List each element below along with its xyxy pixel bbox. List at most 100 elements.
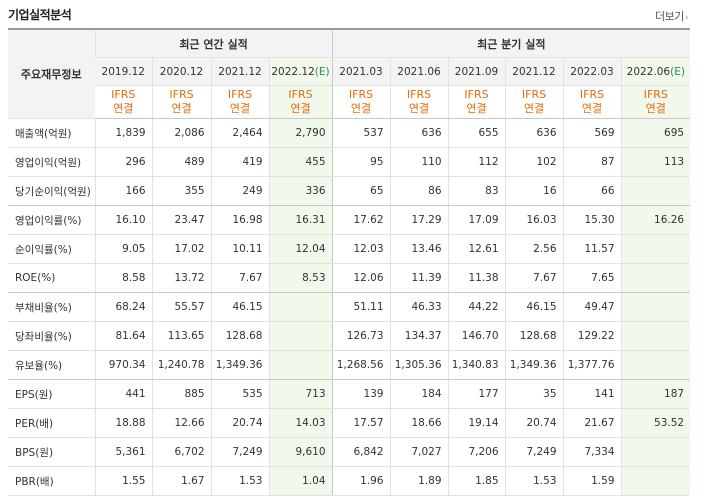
- basis-scope: 연결: [350, 102, 372, 115]
- table-cell: 1.53: [504, 466, 564, 496]
- basis-label: IFRS 연결: [268, 85, 333, 119]
- table-cell: 13.72: [151, 263, 211, 293]
- more-link[interactable]: 더보기›: [655, 8, 689, 24]
- table-cell: 1.89: [389, 466, 449, 496]
- table-cell: 46.15: [210, 292, 269, 322]
- table-cell: 68.24: [94, 292, 152, 322]
- table-cell: 7,249: [210, 437, 269, 467]
- table-cell: 51.11: [331, 292, 391, 322]
- table-cell: 535: [210, 379, 269, 409]
- basis-label: IFRS 연결: [151, 85, 211, 119]
- basis-label: IFRS 연결: [447, 85, 506, 119]
- annual-period-header: 2022.12(E): [268, 57, 333, 86]
- table-cell: 53.52: [620, 408, 691, 438]
- table-cell: 129.22: [562, 321, 622, 351]
- table-cell: 17.29: [389, 205, 449, 235]
- table-cell: 2,790: [268, 118, 333, 148]
- table-cell: 1,377.76: [562, 350, 622, 380]
- table-cell: 355: [151, 176, 211, 206]
- period-label: 2022.03: [570, 65, 614, 78]
- table-cell: 1,349.36: [210, 350, 269, 380]
- table-cell: 128.68: [504, 321, 564, 351]
- table-row: BPS(원) 5,361 6,702 7,249 9,610 6,842 7,027 7,20…: [8, 437, 691, 467]
- table-cell: 1.85: [447, 466, 506, 496]
- table-cell: 1.04: [268, 466, 333, 496]
- basis-standard: IFRS: [521, 88, 547, 101]
- basis-label: IFRS 연결: [620, 85, 691, 119]
- basis-scope: 연결: [408, 102, 430, 115]
- table-cell: 695: [620, 118, 691, 148]
- table-cell: 16: [504, 176, 564, 206]
- financial-summary-table: 주요재무정보 최근 연간 실적 최근 분기 실적 2019.12 2020.12 2…: [8, 28, 691, 496]
- table-cell: 20.74: [504, 408, 564, 438]
- table-cell: 112: [447, 147, 506, 177]
- basis-label: IFRS 연결: [95, 85, 152, 119]
- table-cell: 2,086: [151, 118, 211, 148]
- table-cell: 7.67: [210, 263, 269, 293]
- table-cell: 8.58: [94, 263, 152, 293]
- table-cell: 2,464: [210, 118, 269, 148]
- quarter-group-header: 최근 분기 실적: [331, 28, 691, 58]
- table-cell: 7.65: [562, 263, 622, 293]
- table-cell: 336: [268, 176, 333, 206]
- table-cell: 8.53: [268, 263, 333, 293]
- basis-label: IFRS 연결: [504, 85, 564, 119]
- table-cell: 16.31: [268, 205, 333, 235]
- table-cell: 16.26: [620, 205, 691, 235]
- table-cell: 12.61: [447, 234, 506, 264]
- table-cell: 441: [94, 379, 152, 409]
- row-label: 매출액(억원): [8, 118, 95, 148]
- table-cell: 6,842: [331, 437, 391, 467]
- table-cell: 126.73: [331, 321, 391, 351]
- basis-standard: IFRS: [169, 88, 194, 101]
- period-label: 2020.12: [159, 65, 204, 78]
- table-cell: 636: [504, 118, 564, 148]
- table-cell: 1,268.56: [331, 350, 391, 380]
- chevron-right-icon: ›: [684, 13, 689, 23]
- table-cell: 5,361: [94, 437, 152, 467]
- corner-label: 주요재무정보: [8, 28, 95, 119]
- table-cell: 113.65: [151, 321, 211, 351]
- table-cell: 110: [389, 147, 449, 177]
- table-cell: 7.67: [504, 263, 564, 293]
- table-cell: 11.39: [389, 263, 449, 293]
- row-label: BPS(원): [8, 437, 95, 467]
- table-cell: 55.57: [151, 292, 211, 322]
- section-header: 기업실적분석 더보기›: [8, 6, 689, 28]
- table-cell: 12.66: [151, 408, 211, 438]
- section-title: 기업실적분석: [8, 8, 72, 22]
- table-cell: 7,249: [504, 437, 564, 467]
- table-cell: 17.02: [151, 234, 211, 264]
- table-cell: 134.37: [389, 321, 449, 351]
- table-cell: 655: [447, 118, 506, 148]
- more-link-label: 더보기: [655, 10, 684, 23]
- table-cell: 21.67: [562, 408, 622, 438]
- basis-scope: 연결: [171, 102, 192, 115]
- basis-standard: IFRS: [348, 88, 374, 101]
- row-label: PER(배): [8, 408, 95, 438]
- basis-label: IFRS 연결: [210, 85, 269, 119]
- table-cell: 2.56: [504, 234, 564, 264]
- table-cell: 139: [331, 379, 391, 409]
- table-cell: 9.05: [94, 234, 152, 264]
- quarter-period-header: 2021.06: [389, 57, 449, 86]
- table-row: 영업이익률(%) 16.10 23.47 16.98 16.31 17.62 17.29 17…: [8, 205, 691, 235]
- table-cell: 18.88: [94, 408, 152, 438]
- basis-scope: 연결: [523, 102, 545, 115]
- table-cell: [268, 350, 333, 380]
- basis-standard: IFRS: [579, 88, 605, 101]
- table-row: EPS(원) 441 885 535 713 139 184 177 35 141 187: [8, 379, 691, 409]
- table-cell: [620, 350, 691, 380]
- table-cell: 7,027: [389, 437, 449, 467]
- basis-standard: IFRS: [406, 88, 432, 101]
- table-cell: 15.30: [562, 205, 622, 235]
- basis-scope: 연결: [645, 102, 666, 115]
- estimate-flag: (E): [670, 65, 685, 78]
- annual-group-header: 최근 연간 실적: [94, 28, 333, 58]
- table-cell: 46.33: [389, 292, 449, 322]
- table-cell: [268, 321, 333, 351]
- table-row: PER(배) 18.88 12.66 20.74 14.03 17.57 18.66 19.1…: [8, 408, 691, 438]
- basis-scope: 연결: [290, 102, 311, 115]
- basis-label: IFRS 연결: [562, 85, 622, 119]
- table-row: 매출액(억원) 1,839 2,086 2,464 2,790 537 636 655 636 5…: [8, 118, 691, 148]
